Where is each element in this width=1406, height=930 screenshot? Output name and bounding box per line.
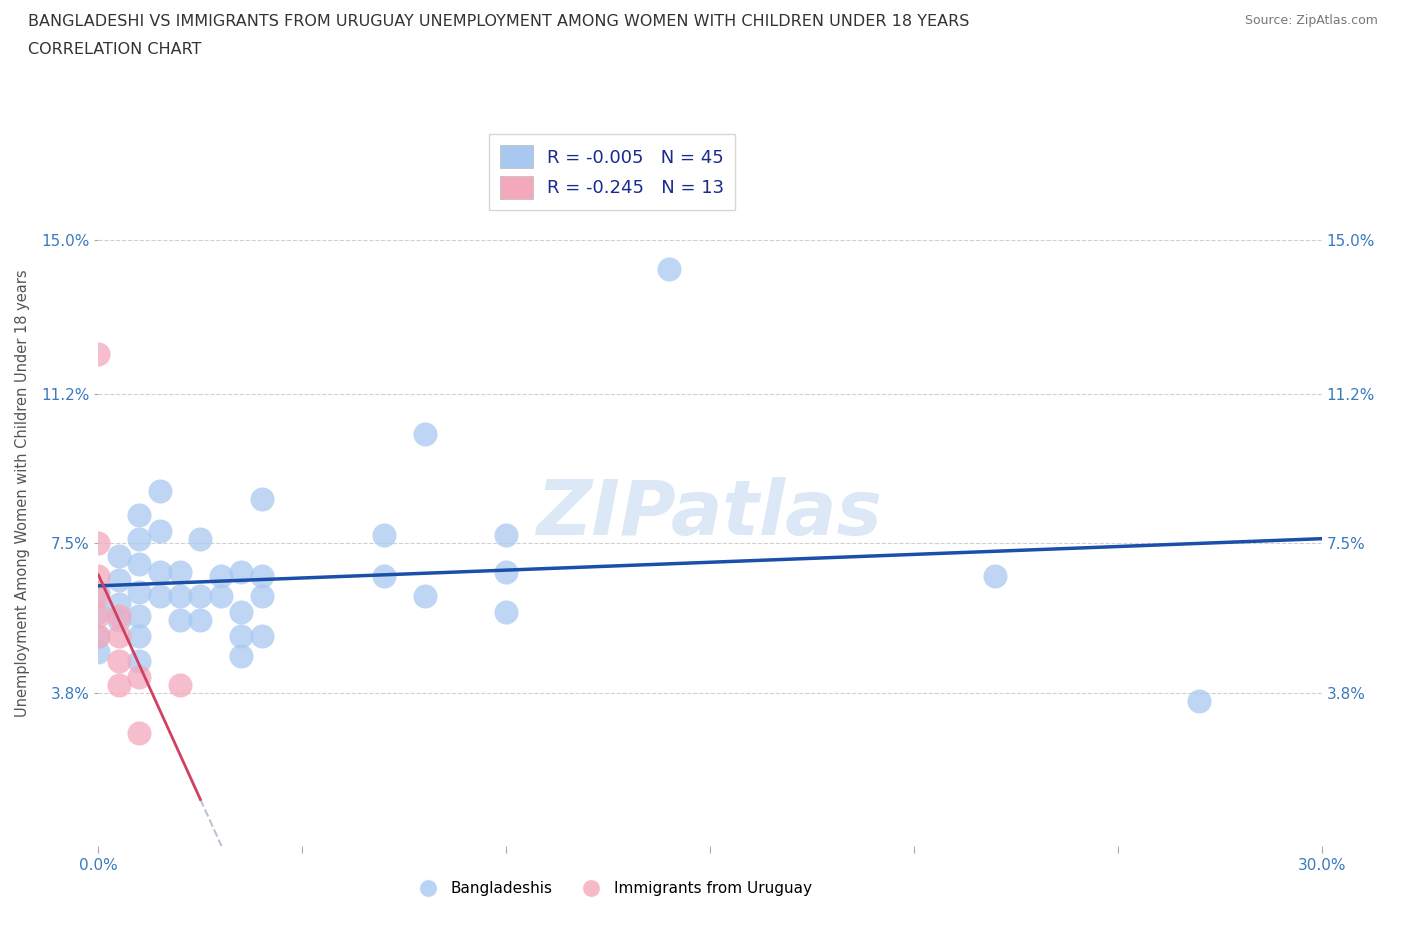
Point (128, 584, 150, 599)
Point (128, 532, 150, 547)
Point (373, 528, 395, 543)
Point (128, 508, 150, 523)
Point (108, 608, 131, 623)
Point (108, 677, 131, 692)
Point (128, 608, 150, 623)
Point (87, 536, 110, 551)
Point (209, 589, 232, 604)
Point (149, 484, 172, 498)
Point (250, 568, 273, 583)
Point (87, 629, 110, 644)
Point (87, 589, 110, 604)
Point (413, 589, 436, 604)
Point (209, 568, 232, 583)
Point (87, 346, 110, 361)
Text: ZIPatlas: ZIPatlas (537, 477, 883, 551)
Point (188, 532, 212, 547)
Point (87, 608, 110, 623)
Text: CORRELATION CHART: CORRELATION CHART (28, 42, 201, 57)
Legend: Bangladeshis, Immigrants from Uruguay: Bangladeshis, Immigrants from Uruguay (406, 875, 818, 902)
Point (108, 629, 131, 644)
Point (149, 589, 172, 604)
Point (169, 613, 191, 628)
Point (250, 629, 273, 644)
Text: Source: ZipAtlas.com: Source: ZipAtlas.com (1244, 14, 1378, 27)
Point (231, 649, 253, 664)
Point (87, 604, 110, 619)
Point (128, 725, 150, 740)
Point (108, 653, 131, 668)
Point (149, 565, 172, 579)
Point (373, 568, 395, 583)
Y-axis label: Unemployment Among Women with Children Under 18 years: Unemployment Among Women with Children U… (15, 269, 30, 717)
Point (108, 596, 131, 611)
Point (128, 629, 150, 644)
Point (149, 524, 172, 538)
Point (128, 556, 150, 571)
Point (169, 565, 191, 579)
Point (231, 629, 253, 644)
Point (108, 548, 131, 563)
Point (984, 568, 1007, 583)
Point (250, 492, 273, 507)
Point (188, 589, 212, 604)
Point (250, 589, 273, 604)
Point (188, 613, 212, 628)
Point (231, 604, 253, 619)
Point (169, 677, 191, 692)
Point (87, 584, 110, 599)
Point (87, 645, 110, 660)
Point (87, 568, 110, 583)
Text: BANGLADESHI VS IMMIGRANTS FROM URUGUAY UNEMPLOYMENT AMONG WOMEN WITH CHILDREN UN: BANGLADESHI VS IMMIGRANTS FROM URUGUAY U… (28, 14, 970, 29)
Point (128, 670, 150, 684)
Point (108, 572, 131, 587)
Point (413, 427, 436, 442)
Point (495, 565, 517, 579)
Point (128, 653, 150, 668)
Point (658, 261, 681, 276)
Point (1188, 694, 1211, 709)
Point (108, 613, 131, 628)
Point (169, 589, 191, 604)
Point (231, 565, 253, 579)
Point (495, 604, 517, 619)
Point (87, 629, 110, 644)
Point (495, 528, 517, 543)
